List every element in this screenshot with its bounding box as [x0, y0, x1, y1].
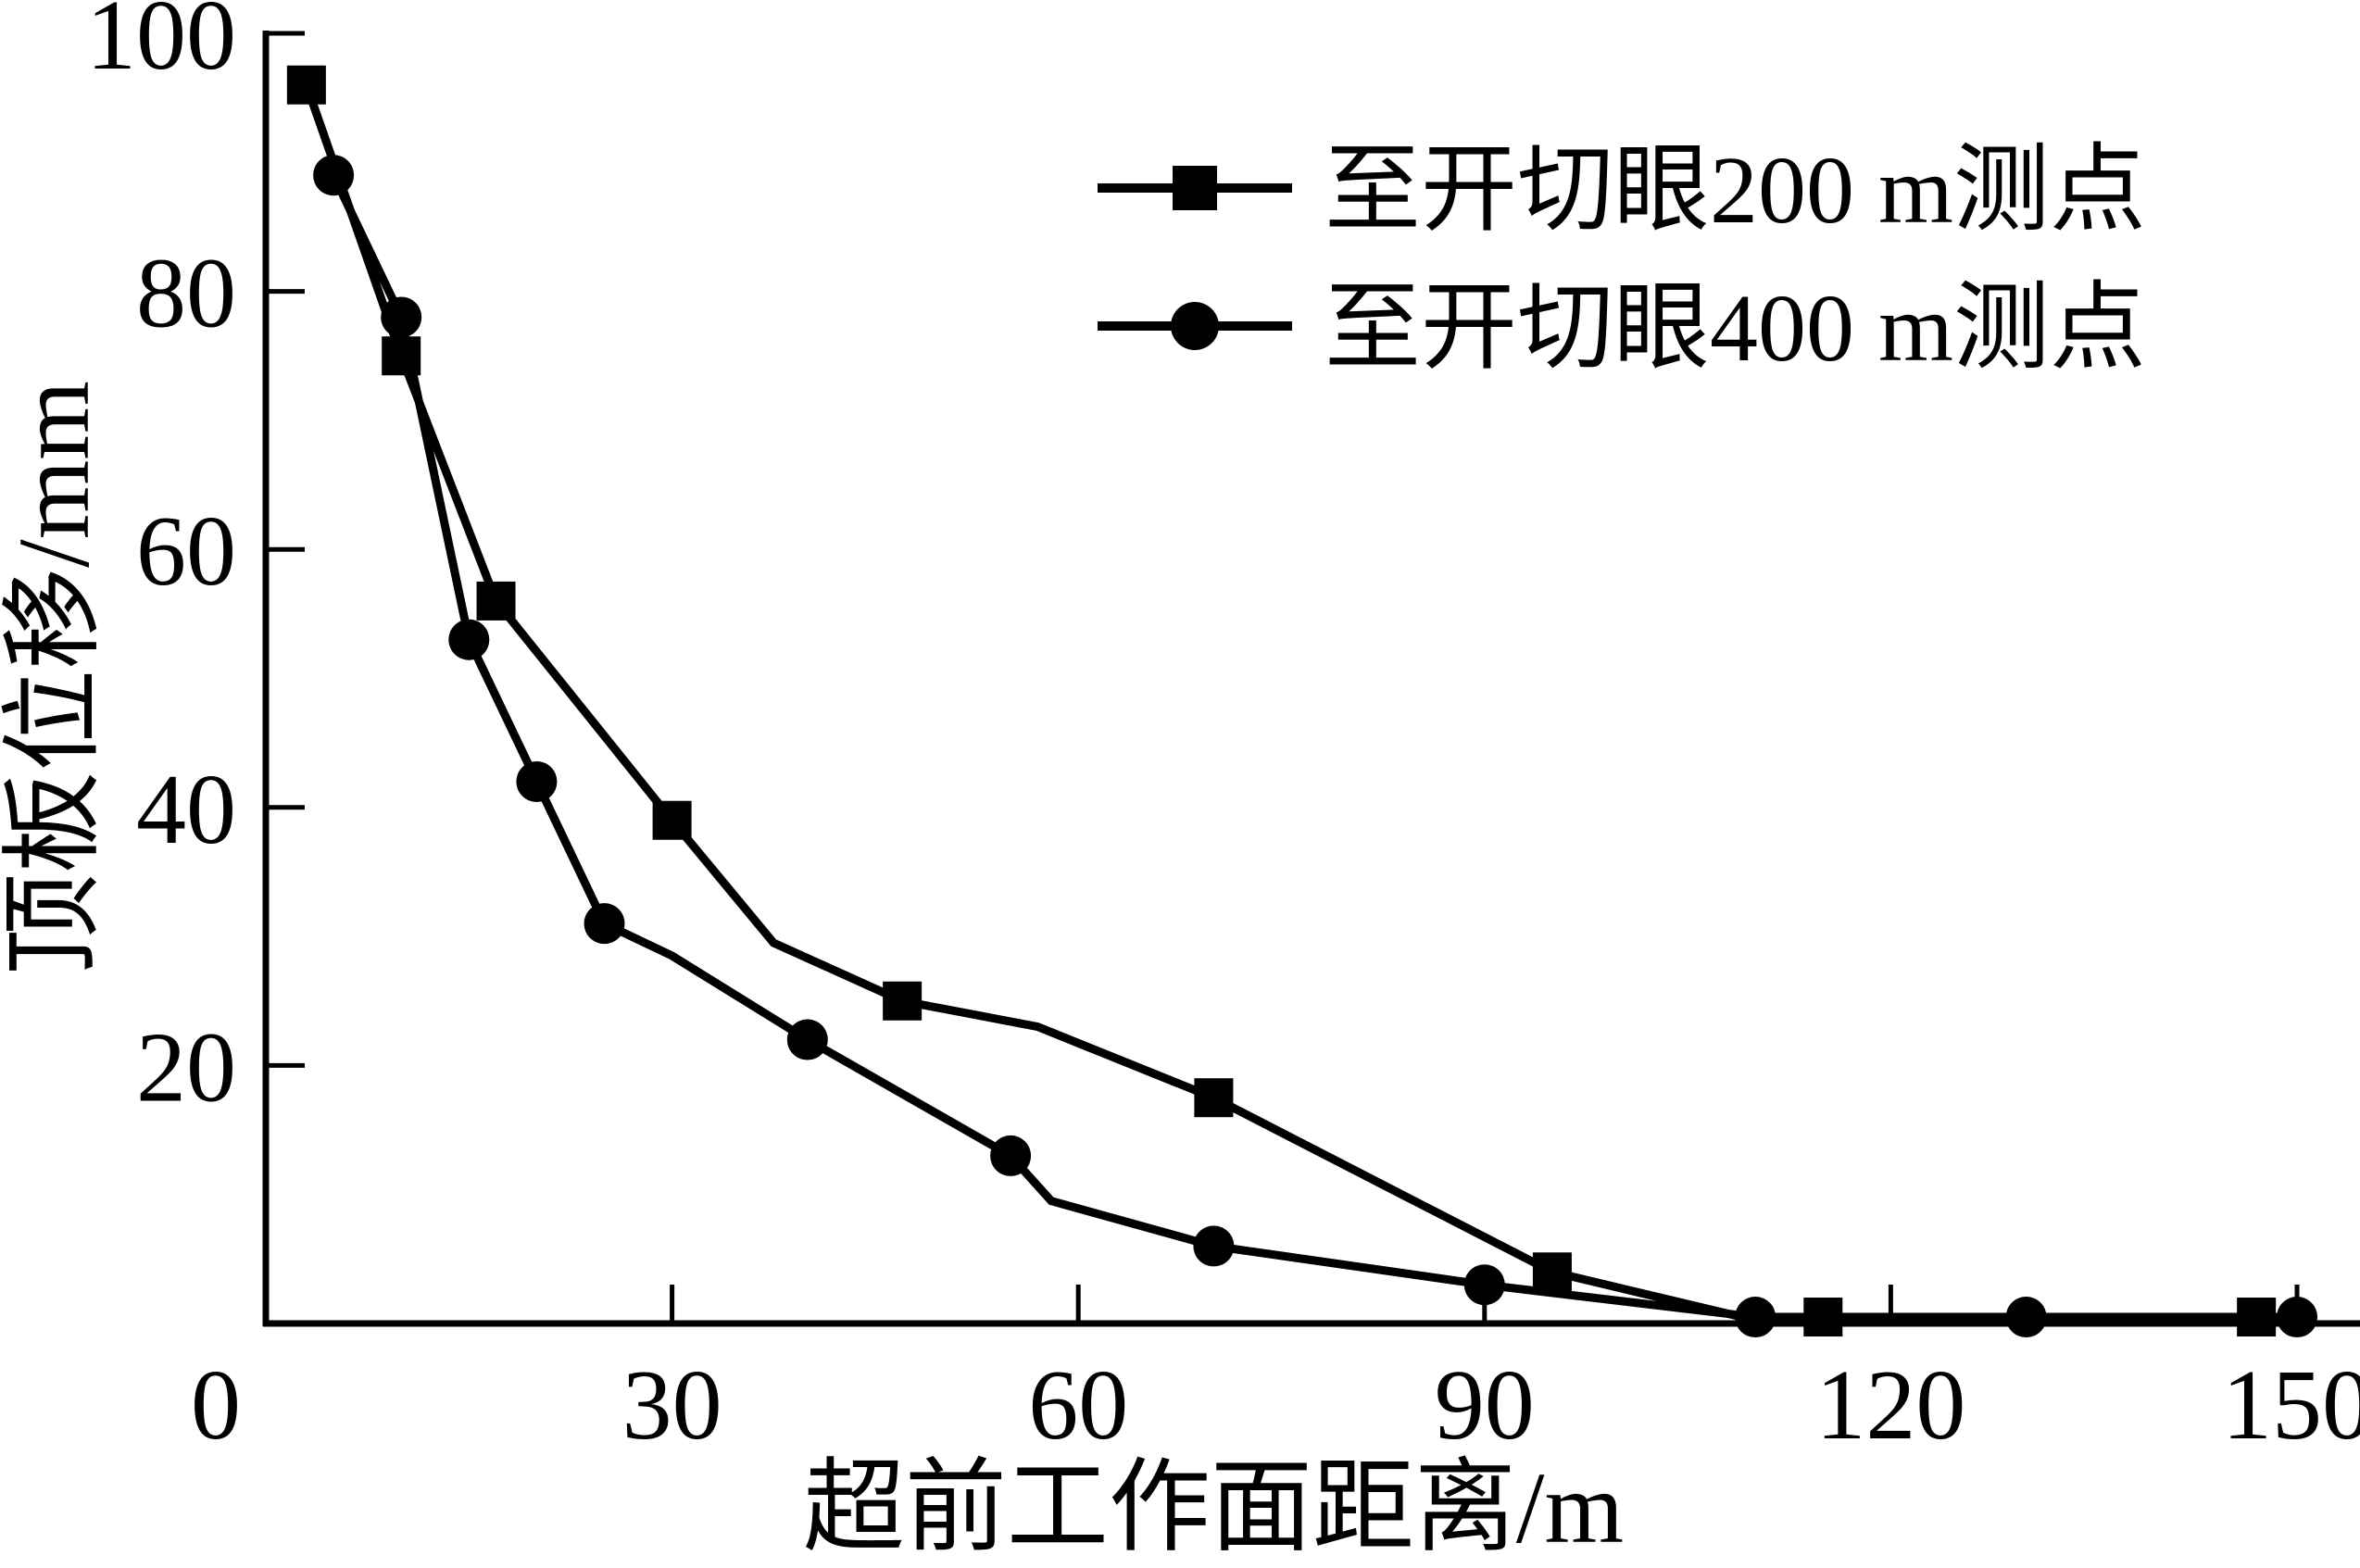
circle-marker	[786, 1019, 828, 1060]
legend-label-200m: 至开切眼200 m测点	[1324, 137, 2146, 244]
series-200m	[286, 65, 2277, 1337]
circle-marker	[313, 155, 355, 196]
x-tick-label: 150	[2222, 1350, 2360, 1461]
series-line	[302, 83, 2257, 1322]
x-tick-label: 90	[1435, 1350, 1535, 1461]
y-axis-tick-labels: 20 40 60 80 100	[86, 0, 236, 1123]
square-marker	[883, 981, 923, 1021]
x-tick-label: 30	[622, 1350, 722, 1461]
y-tick-label: 80	[136, 239, 236, 349]
square-marker	[652, 800, 692, 840]
x-tick-label: 120	[1815, 1350, 1965, 1461]
legend-square-marker	[1173, 166, 1217, 210]
circle-marker	[2005, 1297, 2047, 1338]
circle-marker	[990, 1135, 1032, 1176]
y-tick-label: 100	[86, 0, 236, 91]
legend-item-200m: 至开切眼200 m测点	[1098, 137, 2146, 244]
circle-marker	[1735, 1297, 1776, 1338]
square-marker	[286, 65, 326, 105]
x-axis-tick-labels: 30 60 90 120 150	[622, 1350, 2360, 1461]
y-axis-ticks	[266, 31, 305, 1068]
circle-marker	[2277, 1297, 2317, 1338]
x-tick-label: 60	[1028, 1350, 1128, 1461]
circle-marker	[448, 619, 490, 660]
legend-label-400m: 至开切眼400 m测点	[1324, 275, 2146, 382]
y-axis-title: 顶板位移/mm	[0, 381, 110, 975]
y-tick-label: 20	[136, 1012, 236, 1123]
circle-marker	[381, 296, 422, 338]
legend-circle-marker	[1171, 302, 1219, 350]
legend: 至开切眼200 m测点 至开切眼400 m测点	[1098, 137, 2146, 382]
axes: 20 40 60 80 100 30 60 90 120 150 0	[86, 0, 2360, 1461]
series-layer	[286, 65, 2317, 1338]
y-tick-label: 60	[136, 496, 236, 607]
square-marker	[1532, 1252, 1572, 1292]
series-400m	[313, 155, 2317, 1338]
y-tick-label: 40	[136, 755, 236, 865]
circle-marker	[1463, 1264, 1505, 1306]
legend-item-400m: 至开切眼400 m测点	[1098, 275, 2146, 382]
x-origin-tick-label: 0	[191, 1350, 241, 1461]
circle-marker	[584, 903, 625, 945]
square-marker	[476, 581, 516, 621]
circle-marker	[1193, 1225, 1235, 1267]
square-marker	[1194, 1078, 1234, 1118]
circle-marker	[516, 760, 558, 802]
series-line	[330, 173, 2297, 1322]
x-axis-title: 超前工作面距离/m	[803, 1451, 1624, 1564]
